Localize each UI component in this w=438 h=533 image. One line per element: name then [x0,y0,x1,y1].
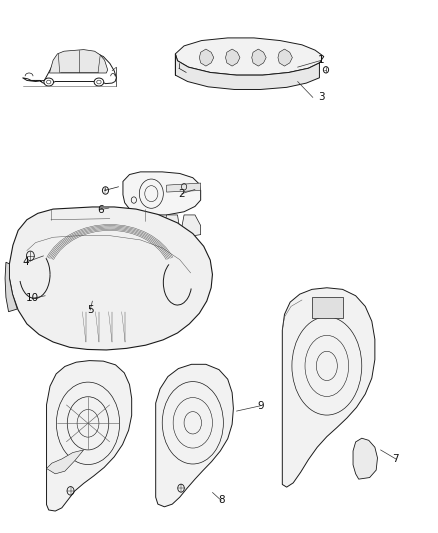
Polygon shape [199,49,214,66]
Polygon shape [312,297,343,318]
Polygon shape [353,438,378,479]
Text: 10: 10 [25,293,39,303]
Polygon shape [175,38,324,75]
Text: 2: 2 [179,189,185,199]
Polygon shape [5,262,17,312]
Polygon shape [46,450,84,474]
Polygon shape [283,288,375,487]
Polygon shape [226,49,240,66]
Polygon shape [164,215,180,231]
Polygon shape [175,54,319,90]
Text: 7: 7 [392,454,399,464]
Ellipse shape [94,78,104,86]
Text: 3: 3 [318,92,325,102]
Text: 9: 9 [257,401,264,411]
Polygon shape [252,49,266,66]
Text: 6: 6 [97,205,103,215]
Polygon shape [10,207,212,350]
Text: 5: 5 [87,305,93,315]
Polygon shape [278,49,292,66]
Ellipse shape [44,78,53,86]
Polygon shape [49,50,108,73]
Text: 4: 4 [23,257,29,267]
Polygon shape [123,172,201,215]
Text: 1: 1 [318,55,325,65]
Polygon shape [46,361,132,511]
Text: 8: 8 [218,495,225,505]
Polygon shape [155,365,233,507]
Polygon shape [166,183,201,192]
Polygon shape [182,215,201,236]
Polygon shape [22,51,117,84]
